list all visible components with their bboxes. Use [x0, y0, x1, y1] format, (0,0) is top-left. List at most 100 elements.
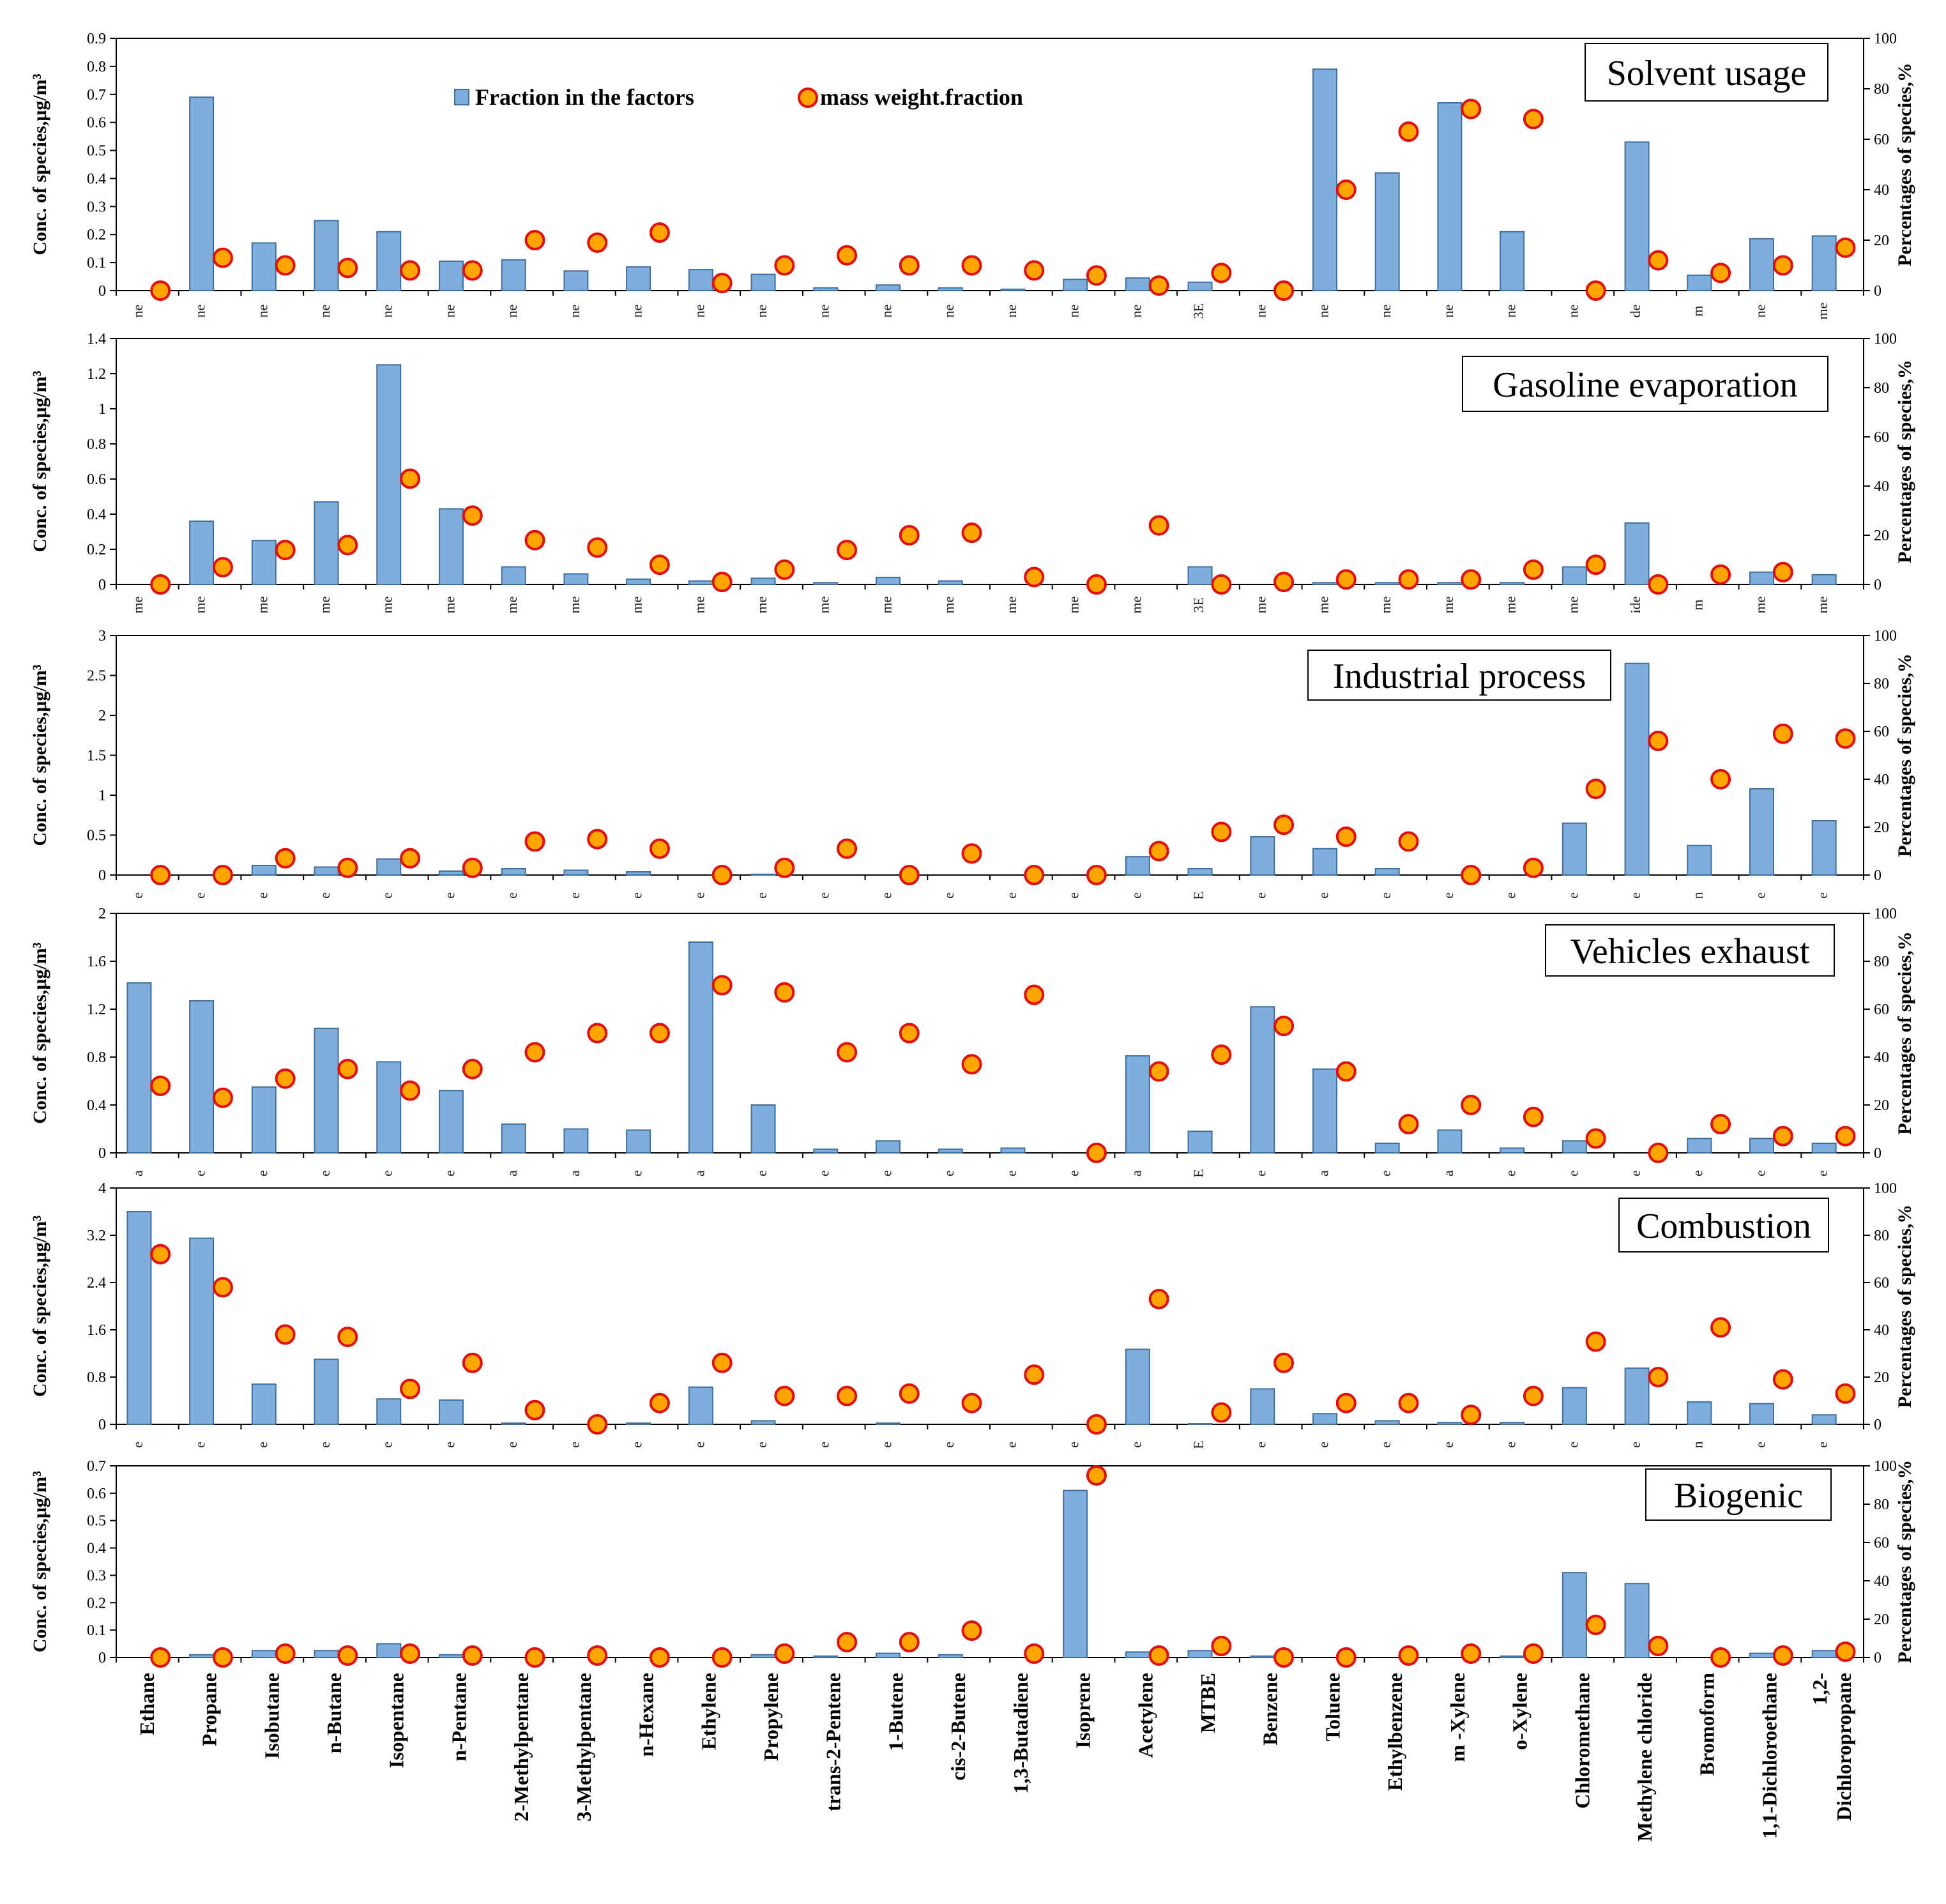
marker — [1835, 1383, 1856, 1404]
y-axis-title: Conc. of species,μg/m³ — [29, 664, 50, 846]
marker — [711, 1647, 733, 1668]
marker — [711, 572, 733, 593]
y2-tick-label: 60 — [1874, 429, 1889, 446]
clipped-category-label: e — [629, 1442, 645, 1448]
marker — [337, 1058, 358, 1079]
clipped-category-label: e — [1565, 1442, 1581, 1448]
marker — [275, 540, 296, 561]
marker — [1148, 275, 1169, 296]
bar — [314, 220, 339, 291]
x-category-label: 3-Methylpentane — [572, 1673, 595, 1822]
x-category-label: 2-Methylpentane — [510, 1673, 533, 1822]
marker — [1335, 1061, 1357, 1082]
y-tick-label: 0 — [98, 867, 106, 884]
marker — [337, 1327, 358, 1348]
bar — [501, 259, 526, 292]
y-tick-label: 3.2 — [87, 1228, 106, 1244]
legend-bar-label: Fraction in the factors — [475, 84, 694, 110]
marker — [649, 222, 670, 243]
marker — [1148, 841, 1169, 862]
clipped-category-label: e — [566, 892, 582, 899]
marker — [1772, 1125, 1793, 1146]
marker — [524, 1647, 545, 1668]
x-category-label: cis-2-Butene — [946, 1673, 969, 1781]
clipped-category-label: e — [1627, 1170, 1643, 1177]
clipped-category-label: ide — [1627, 597, 1643, 614]
bar — [1250, 836, 1275, 876]
bar — [1562, 1140, 1587, 1154]
clipped-category-label: e — [1440, 892, 1456, 899]
clipped-category-label: de — [1627, 305, 1643, 318]
clipped-category-label: a — [566, 1170, 582, 1177]
marker — [1585, 1128, 1606, 1149]
bar — [1562, 1572, 1587, 1658]
marker — [1461, 98, 1482, 119]
bar — [1374, 582, 1400, 585]
clipped-category-label: e — [379, 1170, 395, 1177]
bar — [1562, 1387, 1587, 1425]
bar — [1312, 1068, 1337, 1154]
marker — [1335, 826, 1357, 847]
bar — [1624, 662, 1650, 876]
clipped-category-label: e — [691, 1442, 707, 1448]
bar — [1811, 820, 1837, 876]
bar — [1374, 1420, 1400, 1425]
y-tick-label: 0.8 — [87, 1369, 106, 1386]
bar — [875, 1422, 901, 1425]
y-tick-label: 0.7 — [87, 1458, 106, 1475]
marker — [400, 1643, 421, 1664]
clipped-category-label: ne — [941, 305, 957, 318]
bar — [251, 540, 277, 585]
marker — [1710, 1114, 1731, 1134]
legend-marker-swatch — [798, 88, 818, 108]
y2-tick-label: 100 — [1874, 1180, 1897, 1197]
clipped-category-label: e — [1565, 892, 1581, 899]
clipped-category-label: e — [441, 1170, 457, 1177]
marker — [1648, 731, 1669, 751]
bar — [1063, 1489, 1088, 1659]
marker — [150, 1244, 171, 1265]
marker — [150, 1076, 171, 1096]
marker — [587, 1023, 608, 1044]
y-tick-label: 2.4 — [87, 1275, 106, 1291]
marker — [150, 1647, 171, 1668]
marker — [961, 255, 982, 276]
bar — [1250, 1006, 1275, 1154]
y2-axis-title: Percentages of species,% — [1894, 1205, 1915, 1408]
clipped-category-label: me — [441, 597, 457, 614]
bar — [1063, 278, 1088, 292]
clipped-category-label: me — [1440, 597, 1456, 614]
x-category-label: Ethylene — [697, 1673, 720, 1750]
marker — [1772, 255, 1793, 276]
bar — [1125, 1348, 1150, 1425]
bar — [376, 364, 402, 585]
clipped-category-label: me — [254, 597, 270, 614]
bar — [1562, 822, 1587, 876]
y-tick-label: 1 — [98, 788, 106, 804]
marker — [1148, 1645, 1169, 1666]
clipped-category-label: m — [1690, 305, 1706, 316]
bar — [314, 866, 339, 876]
panel-title-box — [1585, 43, 1828, 102]
y-axis-title: Conc. of species,μg/m³ — [29, 1471, 50, 1652]
marker — [649, 1023, 670, 1044]
clipped-category-label: me — [941, 597, 957, 614]
bar — [938, 1654, 963, 1659]
bar — [501, 566, 526, 585]
marker — [774, 1643, 795, 1664]
marker — [1335, 569, 1357, 590]
marker — [961, 1620, 982, 1641]
bar — [251, 1383, 277, 1426]
marker — [1086, 1414, 1107, 1435]
clipped-category-label: e — [254, 1170, 270, 1177]
marker — [1024, 260, 1045, 281]
marker — [1461, 865, 1482, 885]
marker — [1710, 263, 1731, 284]
marker — [337, 535, 358, 556]
marker — [462, 1645, 483, 1666]
y-tick-label: 0.2 — [87, 1595, 106, 1611]
marker — [1024, 1643, 1045, 1664]
bar — [1187, 566, 1213, 585]
bar — [938, 1148, 963, 1154]
bar — [1624, 1583, 1650, 1658]
